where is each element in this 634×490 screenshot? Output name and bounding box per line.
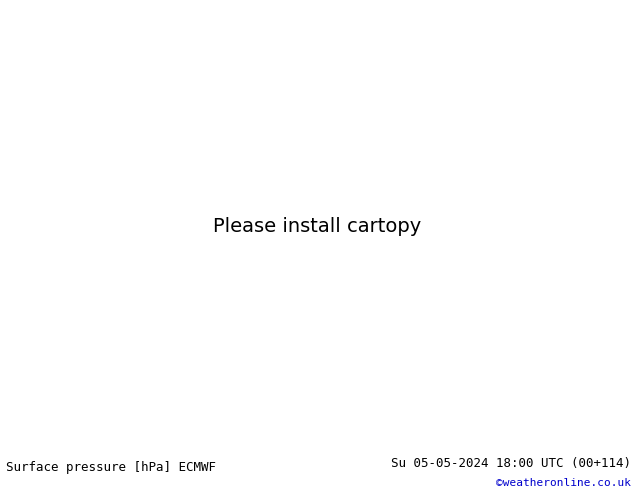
- Text: Su 05-05-2024 18:00 UTC (00+114): Su 05-05-2024 18:00 UTC (00+114): [391, 457, 631, 470]
- Text: ©weatheronline.co.uk: ©weatheronline.co.uk: [496, 478, 631, 489]
- Text: Please install cartopy: Please install cartopy: [213, 217, 421, 236]
- Text: Surface pressure [hPa] ECMWF: Surface pressure [hPa] ECMWF: [6, 461, 216, 474]
